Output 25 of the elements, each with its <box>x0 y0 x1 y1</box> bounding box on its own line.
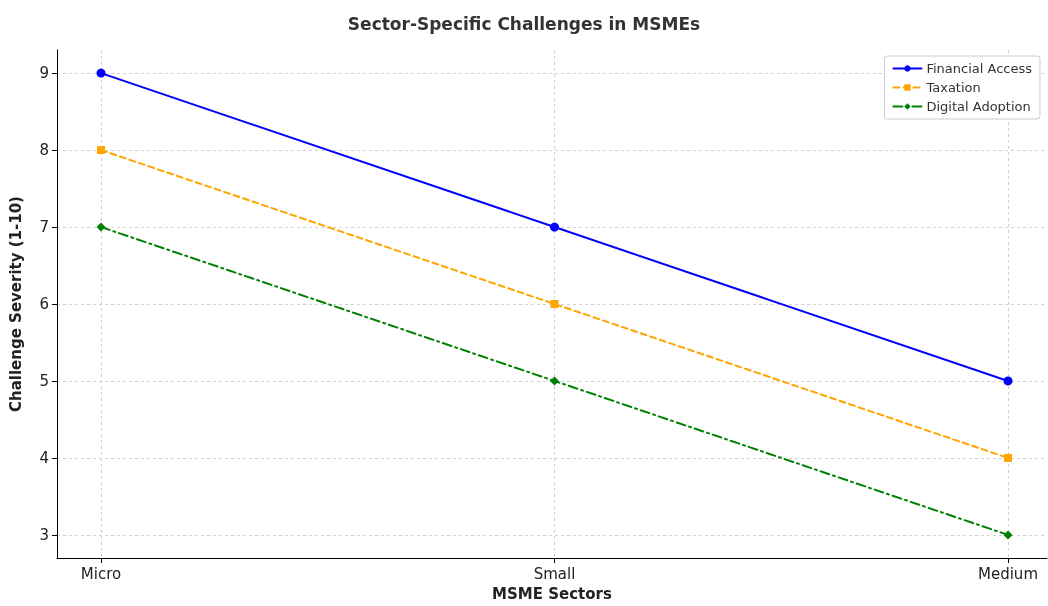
legend-label: Digital Adoption <box>926 99 1031 114</box>
y-tick-label: 8 <box>39 141 49 160</box>
x-tick-label: Medium <box>978 564 1038 583</box>
point <box>549 376 559 386</box>
point <box>1003 530 1013 540</box>
point <box>96 146 105 155</box>
y-tick-label: 6 <box>39 295 49 313</box>
y-tick-label: 7 <box>39 218 49 237</box>
point <box>96 222 106 232</box>
x-axis-title: MSME Sectors <box>492 584 612 603</box>
chart-title: Sector-Specific Challenges in MSMEs <box>347 13 701 34</box>
y-tick-label: 3 <box>39 525 49 544</box>
legend-label: Financial Access <box>926 61 1033 76</box>
point <box>550 300 559 308</box>
x-tick-label: Small <box>533 564 576 583</box>
y-axis-title: Challenge Severity (1-10) <box>6 196 25 412</box>
point <box>550 222 559 232</box>
point <box>1004 453 1012 462</box>
x-tick-label: Micro <box>80 564 122 583</box>
y-tick-label: 5 <box>39 371 49 390</box>
point <box>1003 376 1013 386</box>
y-tick-label: 9 <box>39 64 49 83</box>
point <box>96 68 106 78</box>
y-tick-label: 4 <box>39 448 49 467</box>
legend-label: Taxation <box>925 80 981 95</box>
